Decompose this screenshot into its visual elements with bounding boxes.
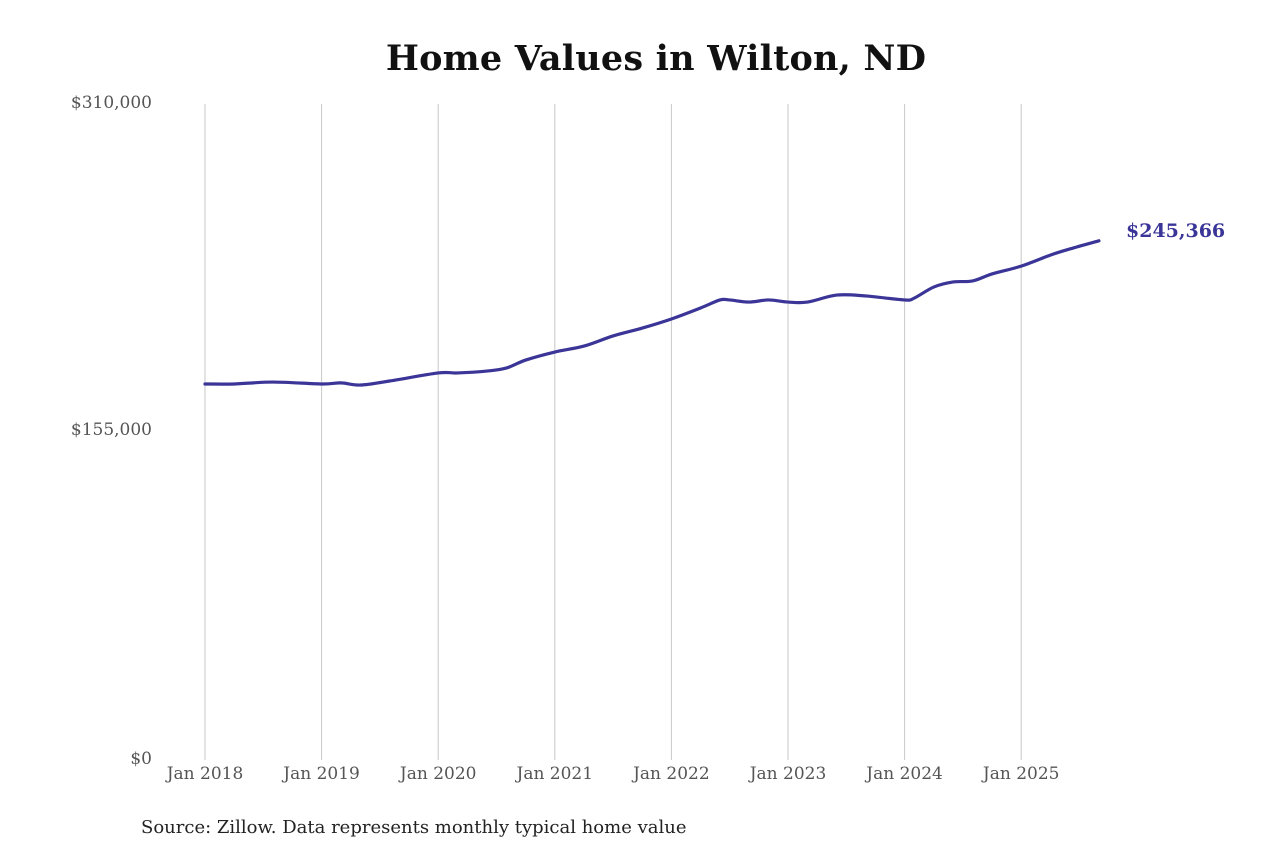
- x-tick-label: Jan 2025: [982, 764, 1060, 784]
- x-tick-label: Jan 2024: [866, 764, 943, 784]
- source-note: Source: Zillow. Data represents monthly …: [141, 817, 687, 838]
- home-value-line: [203, 239, 1101, 387]
- vertical-gridlines: [204, 104, 1022, 760]
- y-tick-label-mid: $155,000: [70, 420, 152, 440]
- latest-value-label: $245,366: [1126, 220, 1226, 242]
- x-tick-label: Jan 2022: [633, 764, 710, 784]
- x-tick-label: Jan 2023: [749, 764, 827, 784]
- x-tick-label: Jan 2019: [283, 764, 360, 784]
- y-tick-label-zero: $0: [130, 749, 152, 769]
- y-tick-label-top: $310,000: [70, 93, 152, 113]
- x-tick-label: Jan 2020: [399, 764, 477, 784]
- x-tick-label: Jan 2018: [166, 764, 244, 784]
- x-tick-label: Jan 2021: [516, 764, 594, 784]
- chart-title: Home Values in Wilton, ND: [385, 38, 927, 79]
